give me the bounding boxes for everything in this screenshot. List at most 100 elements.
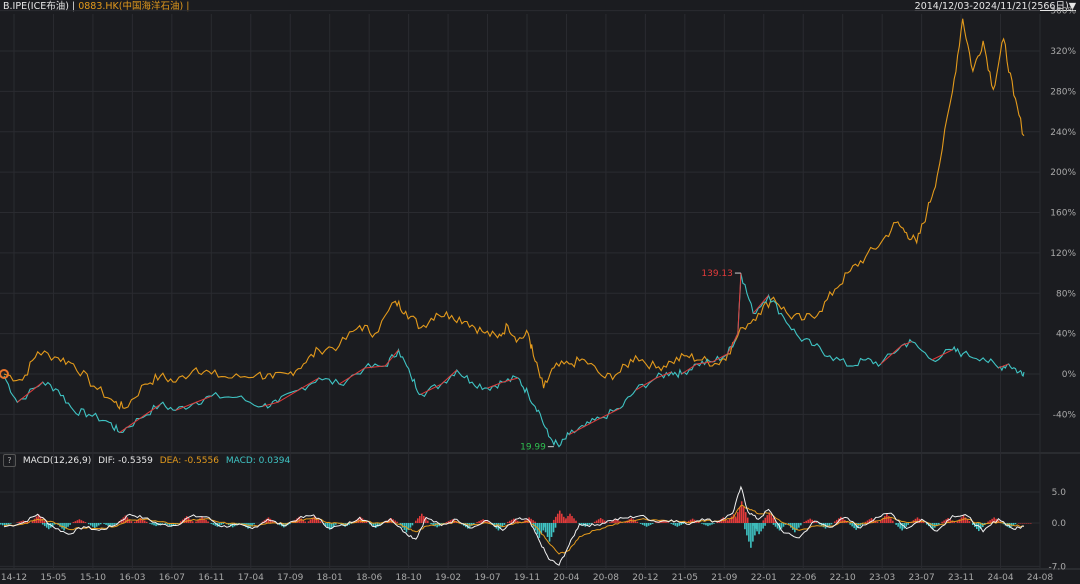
macd-histogram-bar [774,520,777,523]
macd-histogram-bar [582,523,585,526]
series-up-segment [599,407,621,419]
macd-histogram-bar [932,523,934,530]
series-up-segment [262,401,279,407]
y-tick-label: 120% [1050,249,1076,259]
macd-histogram-bar [987,521,989,523]
macd-histogram-bar [601,519,604,523]
macd-histogram-bar [164,523,167,524]
macd-histogram-bar [740,501,743,523]
macd-histogram-bar [218,523,221,526]
macd-histogram-bar [470,523,473,526]
macd-histogram-bar [542,523,545,528]
macd-histogram-bar [643,523,646,526]
macd-histogram-bar [922,521,925,523]
macd-histogram-bar [691,518,694,523]
macd-histogram-bar [135,520,138,523]
macd-histogram-bar [926,523,928,525]
macd-histogram-bar [128,519,131,523]
macd-histogram-bar [562,516,565,523]
macd-histogram-bar [510,519,513,523]
macd-histogram-bar [665,521,667,523]
macd-histogram-bar [172,523,175,526]
macd-histogram-bar [762,520,765,523]
series1-label[interactable]: B.IPE(ICE布油) [3,1,69,12]
macd-histogram-bar [143,520,146,523]
macd-histogram-bar [641,523,644,525]
macd-histogram-bar [730,516,733,523]
x-tick-label: 23-11 [948,573,974,583]
macd-histogram-bar [113,523,115,525]
macd-histogram-bar [914,518,917,523]
macd-histogram-bar [892,520,894,523]
x-tick-label: 14-12 [1,573,27,583]
macd-histogram-bar [846,521,848,523]
macd-histogram-bar [506,521,509,523]
macd-histogram-bar [37,514,40,523]
macd-histogram-bar [365,521,368,523]
macd-histogram-bar [229,523,232,527]
macd-histogram-bar [548,523,551,542]
date-range-label[interactable]: 2014/12/03-2024/11/21(2566日) [914,1,1069,12]
macd-histogram-bar [416,518,419,523]
macd-histogram-bar [302,519,304,523]
help-icon[interactable]: ? [3,454,16,467]
macd-histogram-bar [371,523,373,526]
macd-histogram-bar [776,523,779,529]
macd-histogram-bar [124,515,127,523]
macd-histogram-bar [159,523,161,525]
macd-histogram-bar [447,521,450,523]
series-up-segment [737,273,742,334]
macd-histogram-bar [611,521,613,523]
series2-label[interactable]: 0883.HK(中国海洋石油) [78,1,184,12]
macd-histogram-bar [91,523,94,527]
macd-histogram-bar [569,513,571,523]
macd-histogram-bar [325,523,327,527]
macd-histogram-bar [750,523,752,548]
triangle-down-icon[interactable]: ▼ [1068,1,1076,12]
macd-histogram-bar [422,516,425,523]
series-up-segment [681,363,698,375]
macd-histogram-bar [1018,523,1020,524]
series-up-segment [364,365,386,369]
macd-histogram-bar [273,521,276,523]
macd-histogram-bar [115,523,117,524]
series-up-segment [635,377,657,391]
macd-histogram-bar [586,523,589,526]
macd-histogram-bar [201,516,203,523]
macd-histogram-bar [703,523,705,525]
macd-histogram-bar [0,523,2,525]
series-up-segment [901,341,912,347]
macd-histogram-bar [179,521,182,523]
macd-legend: ? MACD(12,26,9) DIF: -0.5359 DEA: -0.555… [0,454,700,468]
macd-histogram-bar [168,523,171,526]
macd-histogram-bar [210,523,213,524]
y-tick-label: 0% [1062,370,1077,380]
macd-histogram-bar [220,523,223,525]
macd-histogram-bar [809,518,811,523]
macd-histogram-bar [191,521,194,523]
macd-histogram-bar [480,520,482,523]
macd-histogram-bar [449,520,452,523]
y-tick-label: 320% [1050,47,1076,57]
macd-histogram-bar [949,519,951,523]
date-range-selector[interactable]: 2014/12/03-2024/11/21(2566日)▼ [915,0,1076,14]
macd-histogram-bar [595,520,598,523]
macd-histogram-bar [279,523,281,526]
series-up-segment [727,333,739,355]
x-tick-label: 16-07 [159,573,185,583]
macd-histogram-bar [199,518,201,523]
macd-histogram-bar [968,521,971,523]
macd-histogram-bar [59,523,61,527]
macd-histogram-bar [340,523,342,525]
macd-histogram-bar [195,521,197,523]
x-tick-label: 16-03 [119,573,145,583]
macd-histogram-bar [899,523,901,529]
macd-histogram-bar [711,523,713,525]
macd-histogram-bar [964,517,967,523]
macd-histogram-bar [552,519,555,523]
macd-histogram-bar [805,520,807,523]
macd-histogram-bar [544,523,547,533]
macd-histogram-bar [966,519,969,523]
x-tick-label: 17-04 [238,573,264,583]
macd-histogram-bar [752,523,754,526]
